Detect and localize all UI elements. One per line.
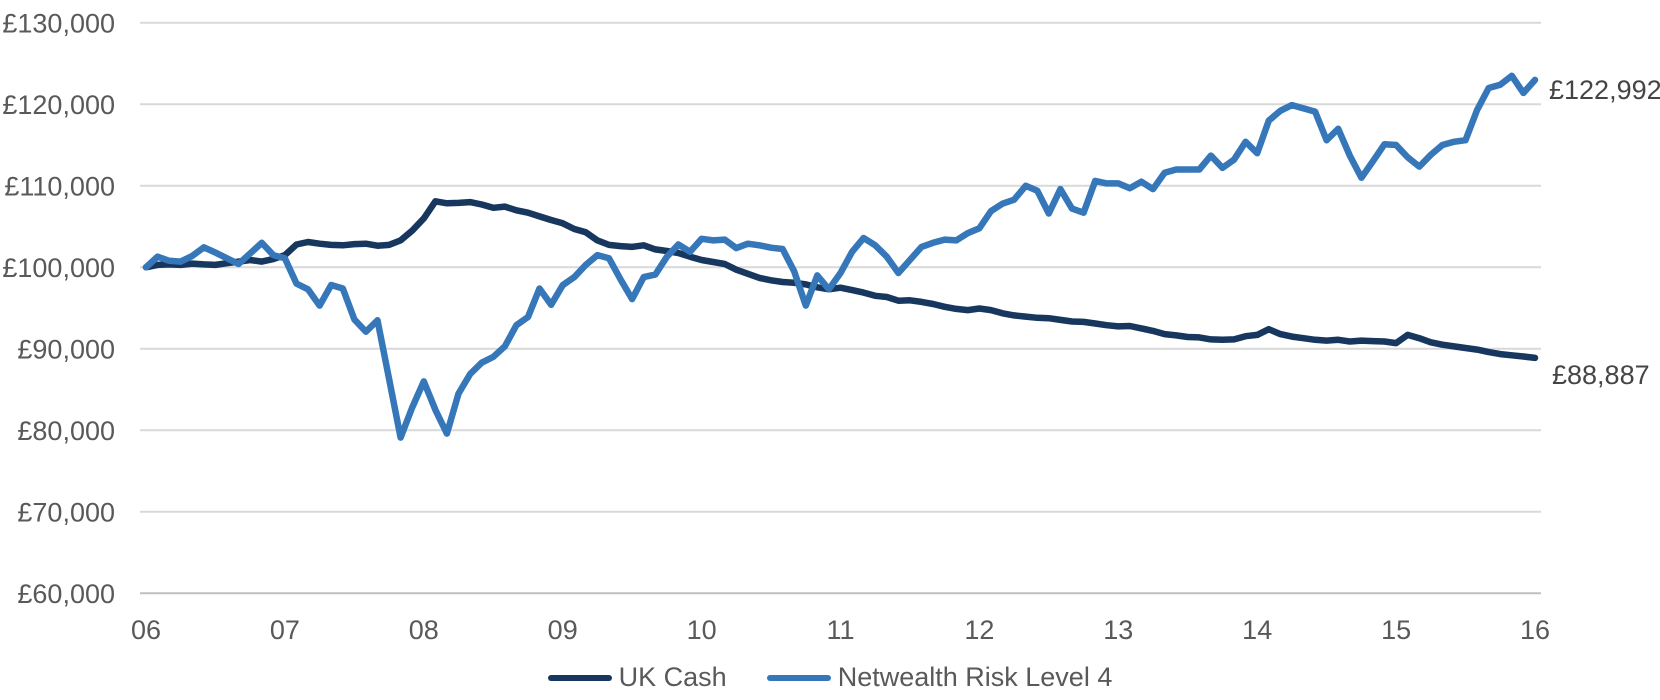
y-tick-label: £70,000 <box>17 497 115 527</box>
legend-line-swatch-blue <box>766 674 831 681</box>
y-tick-label: £90,000 <box>17 334 115 364</box>
series-line-uk-cash <box>142 198 1539 362</box>
series-end-label-uk-cash: £88,887 <box>1552 360 1650 390</box>
x-tick-label: 13 <box>1103 615 1133 645</box>
y-tick-label: £80,000 <box>17 416 115 446</box>
legend-label-netwealth: Netwealth Risk Level 4 <box>837 662 1113 692</box>
series-end-label-netwealth: £122,992 <box>1549 75 1660 105</box>
x-tick-label: 15 <box>1381 615 1411 645</box>
x-tick-label: 09 <box>548 615 578 645</box>
x-tick-label: 14 <box>1242 615 1272 645</box>
x-tick-label: 10 <box>687 615 717 645</box>
legend-label-uk-cash: UK Cash <box>618 662 727 692</box>
x-tick-label: 08 <box>409 615 439 645</box>
y-tick-label: £100,000 <box>2 253 115 283</box>
x-tick-label: 16 <box>1520 615 1550 645</box>
x-tick-label: 12 <box>964 615 994 645</box>
y-tick-label: £110,000 <box>4 171 115 201</box>
x-tick-label: 11 <box>826 615 854 645</box>
x-tick-label: 07 <box>270 615 300 645</box>
series-line-netwealth <box>142 72 1539 441</box>
y-tick-label: £130,000 <box>2 8 115 38</box>
y-tick-label: £60,000 <box>17 579 115 609</box>
y-tick-label: £120,000 <box>2 90 115 120</box>
chart-legend: UK Cash Netwealth Risk Level 4 <box>0 662 1660 693</box>
legend-item-uk-cash: UK Cash <box>547 662 727 693</box>
legend-item-netwealth: Netwealth Risk Level 4 <box>766 662 1113 693</box>
legend-line-swatch-navy <box>547 674 612 681</box>
x-tick-label: 06 <box>131 615 161 645</box>
